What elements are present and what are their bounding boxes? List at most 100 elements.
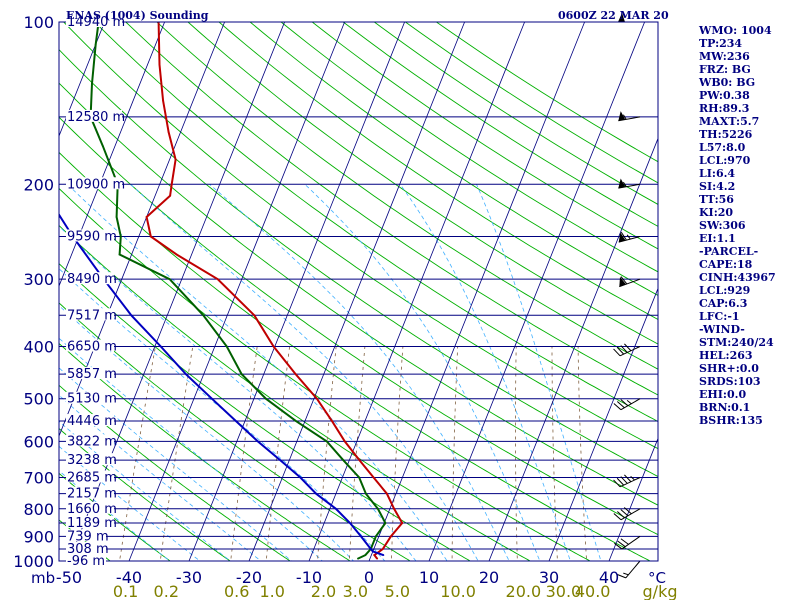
dry-adiabat-line	[280, 22, 658, 273]
dry-adiabat-line	[156, 22, 658, 370]
pressure-tick-label: 800	[23, 500, 54, 519]
temperature-point	[393, 507, 395, 510]
height-label: 3822 m	[67, 434, 117, 449]
index-item: WB0: BG	[699, 76, 756, 89]
dry-adiabat-line	[59, 116, 658, 536]
temperature-tick-label: 10	[419, 568, 439, 587]
mixing-ratio-tick-label: 30.0	[546, 582, 582, 600]
temperature-point	[145, 216, 148, 218]
dewpoint-point	[365, 492, 367, 495]
wind-barb-flag	[613, 348, 621, 357]
temperature-point	[162, 99, 164, 102]
moist-adiabat-line	[304, 184, 541, 561]
parcel-point	[256, 440, 259, 443]
dry-adiabat-line	[125, 22, 658, 396]
dry-adiabat-line	[59, 263, 471, 561]
plot-frame	[58, 21, 659, 562]
wind-barb	[614, 535, 641, 550]
isotherm-line	[128, 22, 345, 561]
wind-barb-pennant	[618, 13, 625, 22]
dewpoint-point	[374, 535, 377, 538]
index-item: EHI:0.0	[699, 388, 747, 401]
dry-adiabat-line	[249, 22, 658, 296]
height-label-bg	[66, 515, 114, 528]
temperature-point	[174, 158, 177, 161]
wind-barb	[613, 343, 641, 357]
height-label: 8490 m	[67, 272, 117, 287]
parcel-point	[159, 345, 162, 348]
pressure-tick-label: 300	[23, 270, 54, 289]
temperature-point	[381, 548, 384, 550]
temperature-tick-label: -20	[236, 568, 262, 587]
wind-barb	[618, 178, 641, 189]
isotherm-line	[608, 437, 658, 561]
dewpoint-point	[364, 554, 367, 556]
dry-adiabat-line	[59, 82, 658, 506]
height-label: 12580 m	[67, 110, 125, 125]
mixing-ratio-line	[515, 346, 518, 561]
height-label: 4446 m	[67, 414, 117, 429]
temperature-point	[175, 253, 178, 256]
index-item: FRZ: BG	[699, 63, 751, 76]
isotherm-line	[59, 22, 165, 288]
indices-panel: WMO: 1004 TP:234 MW:236 FRZ: BG WB0: BG PW:0.…	[699, 24, 776, 427]
temperature-point	[331, 420, 333, 422]
mixing-ratio-line	[390, 346, 404, 561]
temperature-point	[401, 522, 404, 524]
temperature-point	[169, 194, 172, 197]
index-item: PW:0.38	[699, 89, 750, 102]
wind-barb-flag	[614, 542, 623, 550]
isotherm-line	[548, 287, 658, 561]
temperature-point	[358, 459, 361, 462]
temperature-point	[158, 63, 161, 66]
index-item: L57:8.0	[699, 141, 746, 154]
mixing-ratio-line	[577, 346, 588, 561]
index-item: WMO: 1004	[699, 24, 772, 37]
index-item: SI:4.2	[699, 180, 736, 193]
parcel-point	[349, 522, 351, 524]
height-label: 10900 m	[67, 177, 125, 192]
parcel-point	[382, 554, 385, 556]
dewpoint-point	[168, 278, 171, 281]
wind-barb	[613, 474, 641, 488]
dry-adiabat-line	[59, 472, 171, 561]
parcel-point	[315, 492, 318, 495]
dewpoint-point	[94, 43, 97, 46]
isotherm-line	[59, 22, 225, 438]
temperature-point	[149, 235, 152, 238]
temperature-tick-label: -40	[116, 568, 142, 587]
isotherm-line	[248, 22, 465, 561]
index-item: EI:1.1	[699, 232, 736, 245]
parcel-point	[211, 397, 213, 400]
wind-barb-staff	[618, 236, 641, 243]
mixing-ratio-tick-label: 0.1	[113, 582, 138, 600]
wind-barb-flag	[620, 231, 627, 241]
index-item: LCL:929	[699, 284, 751, 297]
pressure-tick-label: 200	[23, 175, 54, 194]
temperature-point	[170, 183, 173, 186]
temperature-tick-label: -30	[176, 568, 202, 587]
mixing-ratio-tick-label: 20.0	[506, 582, 542, 600]
wind-barb-flag	[616, 346, 625, 355]
wind-barb-flag	[620, 345, 628, 353]
pressure-tick-label: 400	[23, 338, 54, 357]
dewpoint-point	[376, 507, 379, 510]
mixing-ratio-tick-label: 40.0	[575, 582, 611, 600]
temperature-tick-label: 40	[599, 568, 619, 587]
index-item: BRN:0.1	[699, 401, 751, 414]
height-label-bg	[66, 414, 114, 427]
height-label: 2157 m	[67, 487, 117, 502]
wind-barb-pennant	[618, 111, 626, 121]
height-label-bg	[66, 486, 114, 499]
dewpoint-point	[342, 459, 345, 462]
parcel-point	[235, 420, 237, 422]
height-label: 3238 m	[67, 453, 117, 468]
dry-adiabat-line	[63, 22, 658, 450]
wind-barb-flag	[616, 573, 627, 579]
wind-barb	[613, 398, 641, 411]
parcel-point	[334, 507, 337, 510]
isotherm-line	[368, 22, 585, 561]
wind-barb-flag	[620, 538, 629, 545]
wind-barb-flag	[620, 399, 629, 407]
height-label-bg	[66, 15, 122, 27]
